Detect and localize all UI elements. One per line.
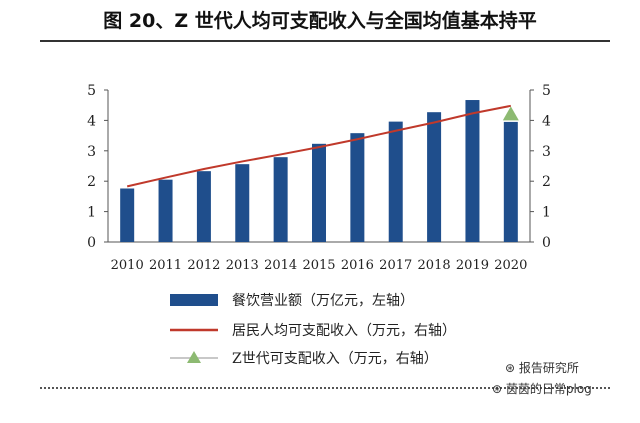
bar-2011 — [158, 179, 173, 242]
y-tick-label-left: 1 — [87, 205, 96, 221]
bar-2012 — [196, 171, 211, 242]
x-tick-label: 2012 — [187, 258, 220, 273]
bar-2020 — [503, 121, 518, 242]
bar-2014 — [273, 157, 288, 242]
legend-swatch-marker — [187, 351, 201, 363]
zgen-marker — [502, 106, 519, 121]
bar-2010 — [120, 188, 135, 242]
y-tick-label-left: 3 — [87, 144, 96, 160]
bar-2013 — [235, 164, 250, 242]
x-tick-label: 2010 — [111, 258, 144, 273]
y-tick-label-right: 4 — [542, 113, 551, 129]
legend-label-bar: 餐饮营业额（万亿元，左轴） — [232, 293, 414, 309]
x-tick-label: 2014 — [264, 258, 297, 273]
y-tick-label-right: 3 — [542, 144, 551, 160]
watermark-text1: 报告研究所 — [518, 361, 579, 375]
x-tick-label: 2018 — [418, 258, 451, 273]
bottom-divider — [40, 387, 610, 389]
x-tick-label: 2019 — [456, 258, 489, 273]
y-tick-label-right: 1 — [542, 205, 551, 221]
title-underline — [40, 40, 610, 42]
y-tick-label-right: 2 — [542, 174, 551, 190]
watermark-text2: 茵茵的日常plog — [505, 382, 592, 396]
y-tick-label-left: 4 — [87, 113, 96, 129]
legend-label-line: 居民人均可支配收入（万元，右轴） — [232, 323, 456, 339]
x-tick-label: 2015 — [302, 258, 335, 273]
x-tick-label: 2013 — [226, 258, 259, 273]
income-line — [126, 104, 512, 188]
bar-2016 — [350, 133, 365, 242]
x-tick-label: 2011 — [149, 258, 182, 273]
legend-swatch-bar — [170, 294, 218, 306]
watermark-line1: ⊛ 报告研究所 — [505, 359, 579, 376]
watermark-line2: ⊛ 茵茵的日常plog — [492, 380, 592, 397]
wechat-icon: ⊛ — [505, 361, 516, 375]
y-tick-label-left: 2 — [87, 174, 96, 190]
y-tick-label-left: 5 — [87, 83, 96, 99]
chart-title: 图 20、Z 世代人均可支配收入与全国均值基本持平 — [103, 10, 537, 32]
bar-2017 — [388, 121, 403, 242]
x-tick-label: 2017 — [379, 258, 412, 273]
legend-label-marker: Z世代可支配收入（万元，右轴） — [232, 351, 438, 367]
bar-2015 — [312, 143, 326, 242]
wechat-icon: ⊛ — [492, 382, 503, 396]
y-tick-label-right: 5 — [542, 83, 551, 99]
bar-2019 — [465, 100, 480, 242]
x-tick-label: 2016 — [341, 258, 374, 273]
y-tick-label-left: 0 — [87, 235, 96, 251]
y-tick-label-right: 0 — [542, 235, 551, 251]
bar-2018 — [427, 112, 442, 242]
x-tick-label: 2020 — [494, 258, 527, 273]
